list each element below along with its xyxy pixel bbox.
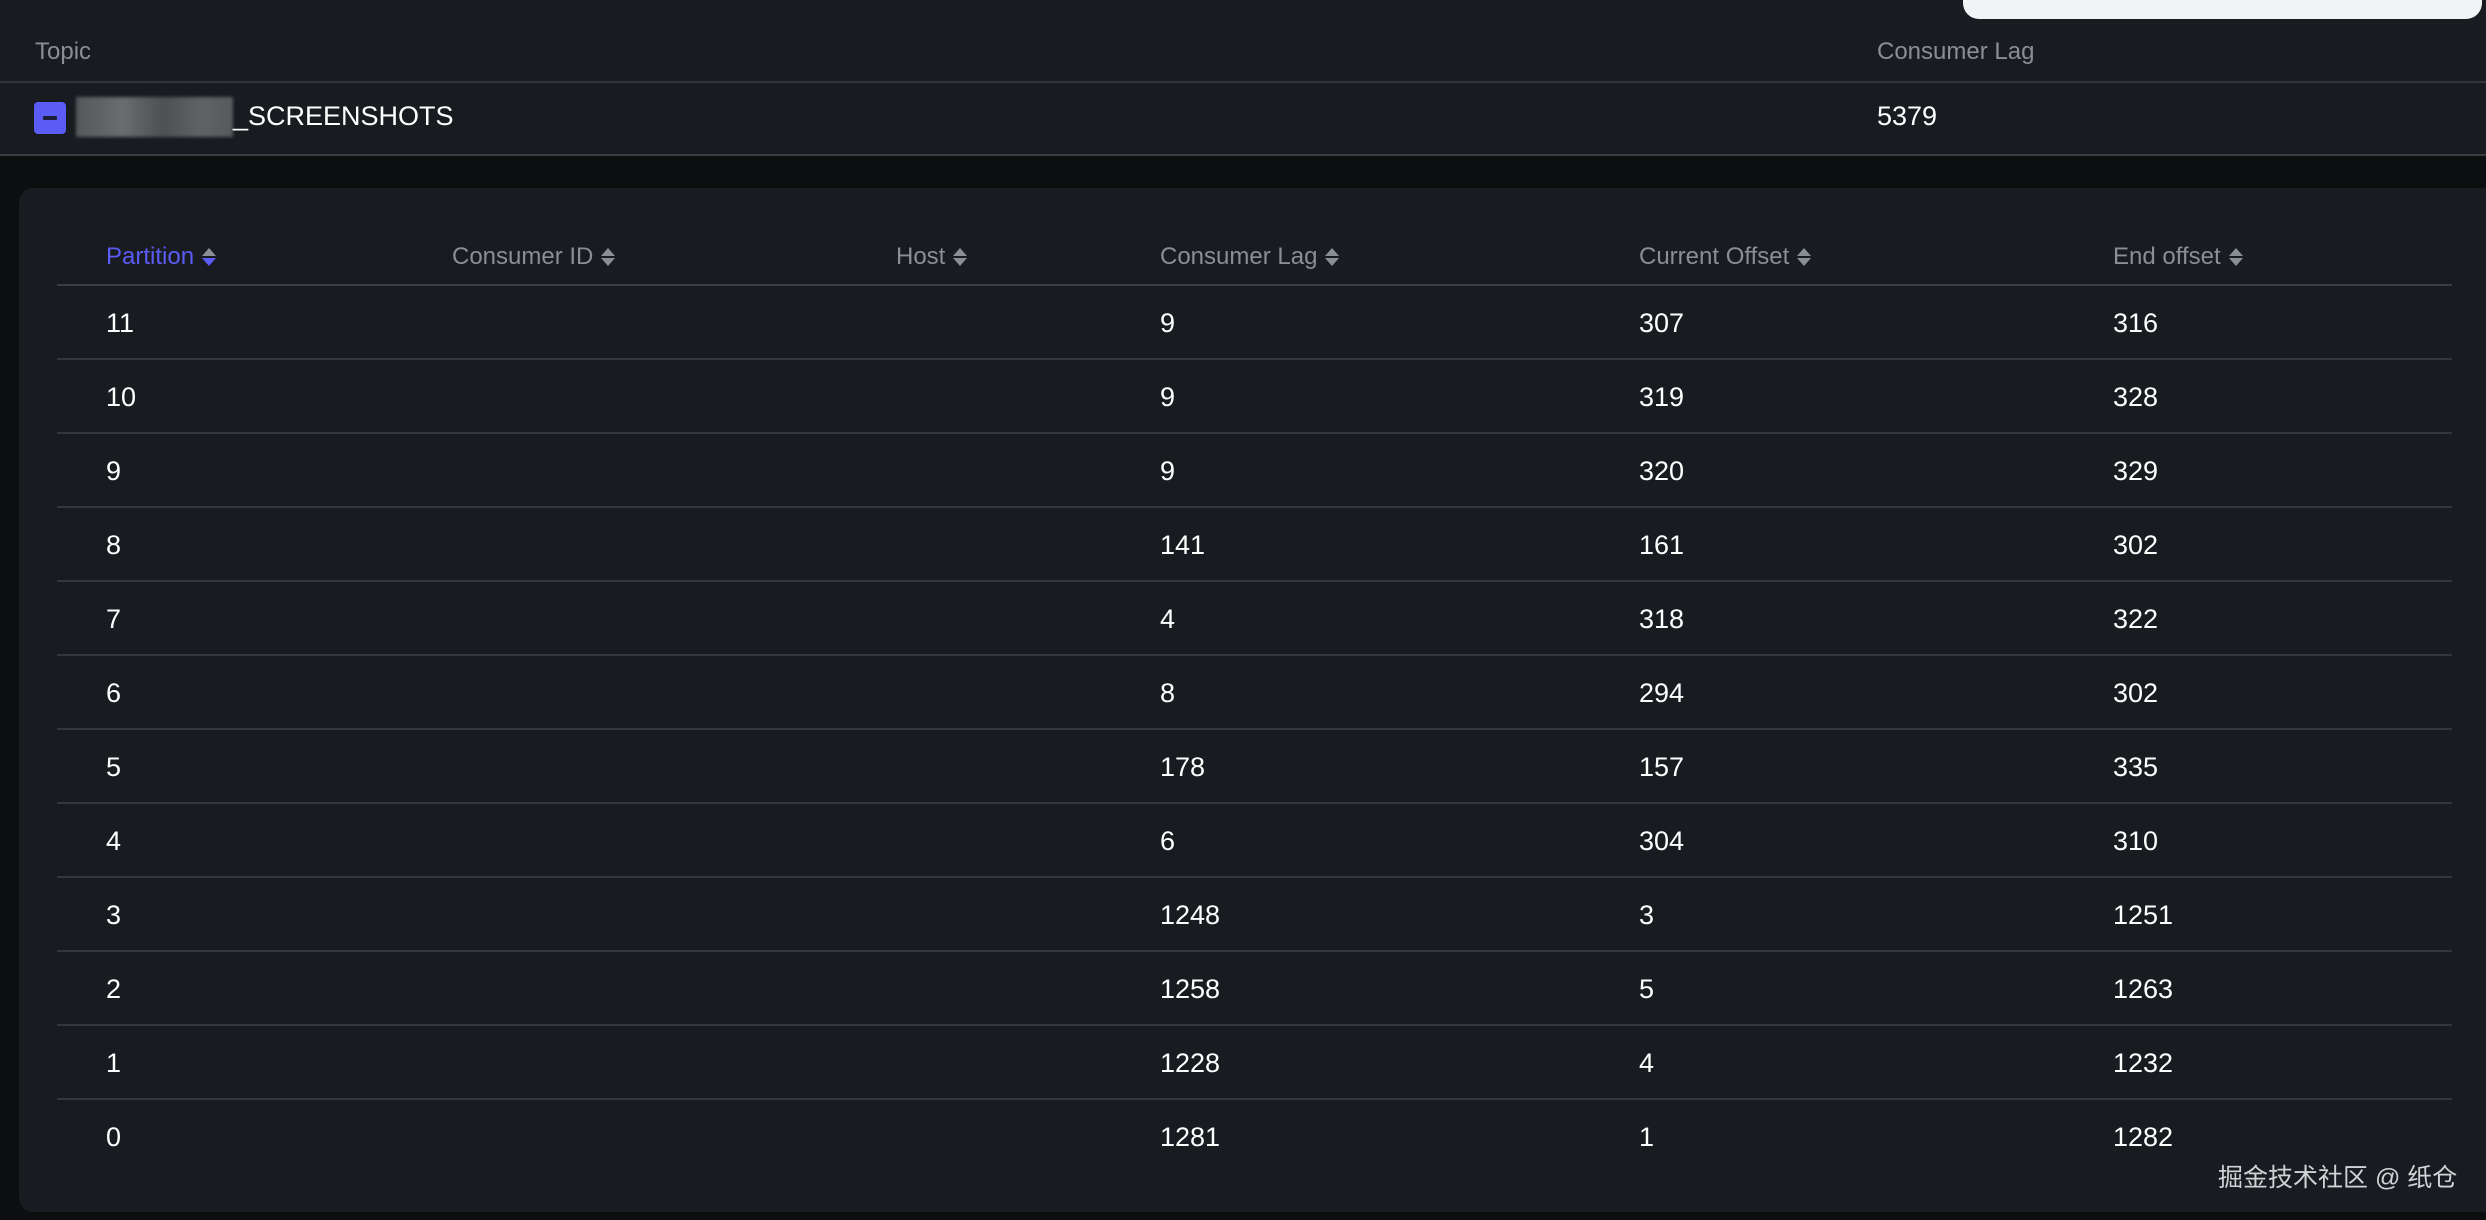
header-consumer-lag: Consumer Lag [1877, 38, 2035, 65]
sort-icon[interactable] [2228, 248, 2243, 266]
cell-current-offset: 5 [1639, 974, 1655, 1004]
cell-partition: 2 [106, 974, 122, 1004]
table-row: 8 141 161 302 [57, 508, 2452, 582]
sort-icon[interactable] [1797, 248, 1812, 266]
table-row: 11 9 307 316 [57, 286, 2452, 360]
redacted-topic-prefix [76, 97, 233, 137]
cell-current-offset: 3 [1639, 900, 1655, 930]
cell-partition: 8 [106, 530, 122, 560]
cell-partition: 5 [106, 752, 122, 782]
column-header-label: End offset [2113, 243, 2221, 270]
sort-icon[interactable] [202, 248, 217, 266]
cell-partition: 0 [106, 1122, 122, 1152]
table-row: 5 178 157 335 [57, 730, 2452, 804]
cell-end-offset: 1263 [2113, 974, 2174, 1004]
cell-end-offset: 1282 [2113, 1122, 2174, 1152]
cell-consumer-lag: 1281 [1160, 1122, 1221, 1152]
cell-current-offset: 318 [1639, 604, 1685, 634]
collapse-icon[interactable] [34, 102, 66, 134]
table-row: 7 4 318 322 [57, 582, 2452, 656]
cell-consumer-lag: 9 [1160, 308, 1176, 338]
header-topic: Topic [35, 38, 92, 65]
column-header-host[interactable]: Host [896, 243, 968, 271]
cell-end-offset: 302 [2113, 530, 2159, 560]
cell-partition: 11 [106, 308, 135, 338]
topic-table-header: Topic Consumer Lag [0, 0, 2486, 83]
table-row: 4 6 304 310 [57, 804, 2452, 878]
cell-partition: 3 [106, 900, 122, 930]
cell-current-offset: 320 [1639, 456, 1685, 486]
cell-end-offset: 302 [2113, 678, 2159, 708]
watermark: 掘金技术社区 @ 纸仓 [2218, 1164, 2458, 1192]
cell-partition: 1 [106, 1048, 122, 1078]
cell-current-offset: 157 [1639, 752, 1685, 782]
partition-table: Partition Consumer ID Host Consumer Lag Curr… [57, 188, 2452, 1172]
table-row: 0 1281 1 1282 [57, 1100, 2452, 1172]
column-header-label: Consumer ID [452, 243, 594, 270]
table-row: 1 1228 4 1232 [57, 1026, 2452, 1100]
cell-current-offset: 304 [1639, 826, 1685, 856]
cell-end-offset: 1232 [2113, 1048, 2174, 1078]
cell-partition: 10 [106, 382, 137, 412]
column-header-end-offset[interactable]: End offset [2113, 243, 2243, 271]
cell-current-offset: 319 [1639, 382, 1685, 412]
cell-current-offset: 307 [1639, 308, 1685, 338]
cell-end-offset: 310 [2113, 826, 2159, 856]
cell-current-offset: 1 [1639, 1122, 1655, 1152]
cell-consumer-lag: 4 [1160, 604, 1176, 634]
cell-consumer-lag: 8 [1160, 678, 1176, 708]
cell-current-offset: 294 [1639, 678, 1685, 708]
cell-consumer-lag: 9 [1160, 456, 1176, 486]
column-header-label: Partition [106, 243, 195, 270]
cell-end-offset: 329 [2113, 456, 2159, 486]
sort-icon[interactable] [601, 248, 616, 266]
column-header-label: Current Offset [1639, 243, 1790, 270]
cell-consumer-lag: 9 [1160, 382, 1176, 412]
topic-consumer-lag: 5379 [1877, 101, 1938, 131]
cell-partition: 6 [106, 678, 122, 708]
sort-icon[interactable] [953, 248, 968, 266]
cell-end-offset: 335 [2113, 752, 2159, 782]
topic-row[interactable]: _SCREENSHOTS 5379 [0, 83, 2486, 156]
column-header-label: Host [896, 243, 946, 270]
cell-partition: 4 [106, 826, 122, 856]
cell-end-offset: 1251 [2113, 900, 2174, 930]
cell-end-offset: 322 [2113, 604, 2159, 634]
cell-consumer-lag: 178 [1160, 752, 1206, 782]
topic-name: _SCREENSHOTS [233, 101, 454, 131]
partition-table-header: Partition Consumer ID Host Consumer Lag Curr… [57, 188, 2452, 286]
column-header-consumer-id[interactable]: Consumer ID [452, 243, 616, 271]
column-header-label: Consumer Lag [1160, 243, 1318, 270]
cell-partition: 7 [106, 604, 122, 634]
table-row: 9 9 320 329 [57, 434, 2452, 508]
table-row: 3 1248 3 1251 [57, 878, 2452, 952]
column-header-consumer-lag[interactable]: Consumer Lag [1160, 243, 1340, 271]
cell-consumer-lag: 1258 [1160, 974, 1221, 1004]
cell-consumer-lag: 141 [1160, 530, 1206, 560]
cell-consumer-lag: 1228 [1160, 1048, 1221, 1078]
table-row: 6 8 294 302 [57, 656, 2452, 730]
cell-consumer-lag: 6 [1160, 826, 1176, 856]
popup-menu-edge [1963, 0, 2482, 19]
table-row: 10 9 319 328 [57, 360, 2452, 434]
column-header-current-offset[interactable]: Current Offset [1639, 243, 1812, 271]
cell-end-offset: 316 [2113, 308, 2159, 338]
cell-end-offset: 328 [2113, 382, 2159, 412]
sort-icon[interactable] [1325, 248, 1340, 266]
cell-partition: 9 [106, 456, 122, 486]
cell-consumer-lag: 1248 [1160, 900, 1221, 930]
cell-current-offset: 4 [1639, 1048, 1655, 1078]
table-row: 2 1258 5 1263 [57, 952, 2452, 1026]
cell-current-offset: 161 [1639, 530, 1685, 560]
column-header-partition[interactable]: Partition [106, 243, 217, 271]
partition-table-body: 11 9 307 316 10 9 319 328 9 9 320 329 8 141 161 302 7 4 31… [57, 286, 2452, 1172]
